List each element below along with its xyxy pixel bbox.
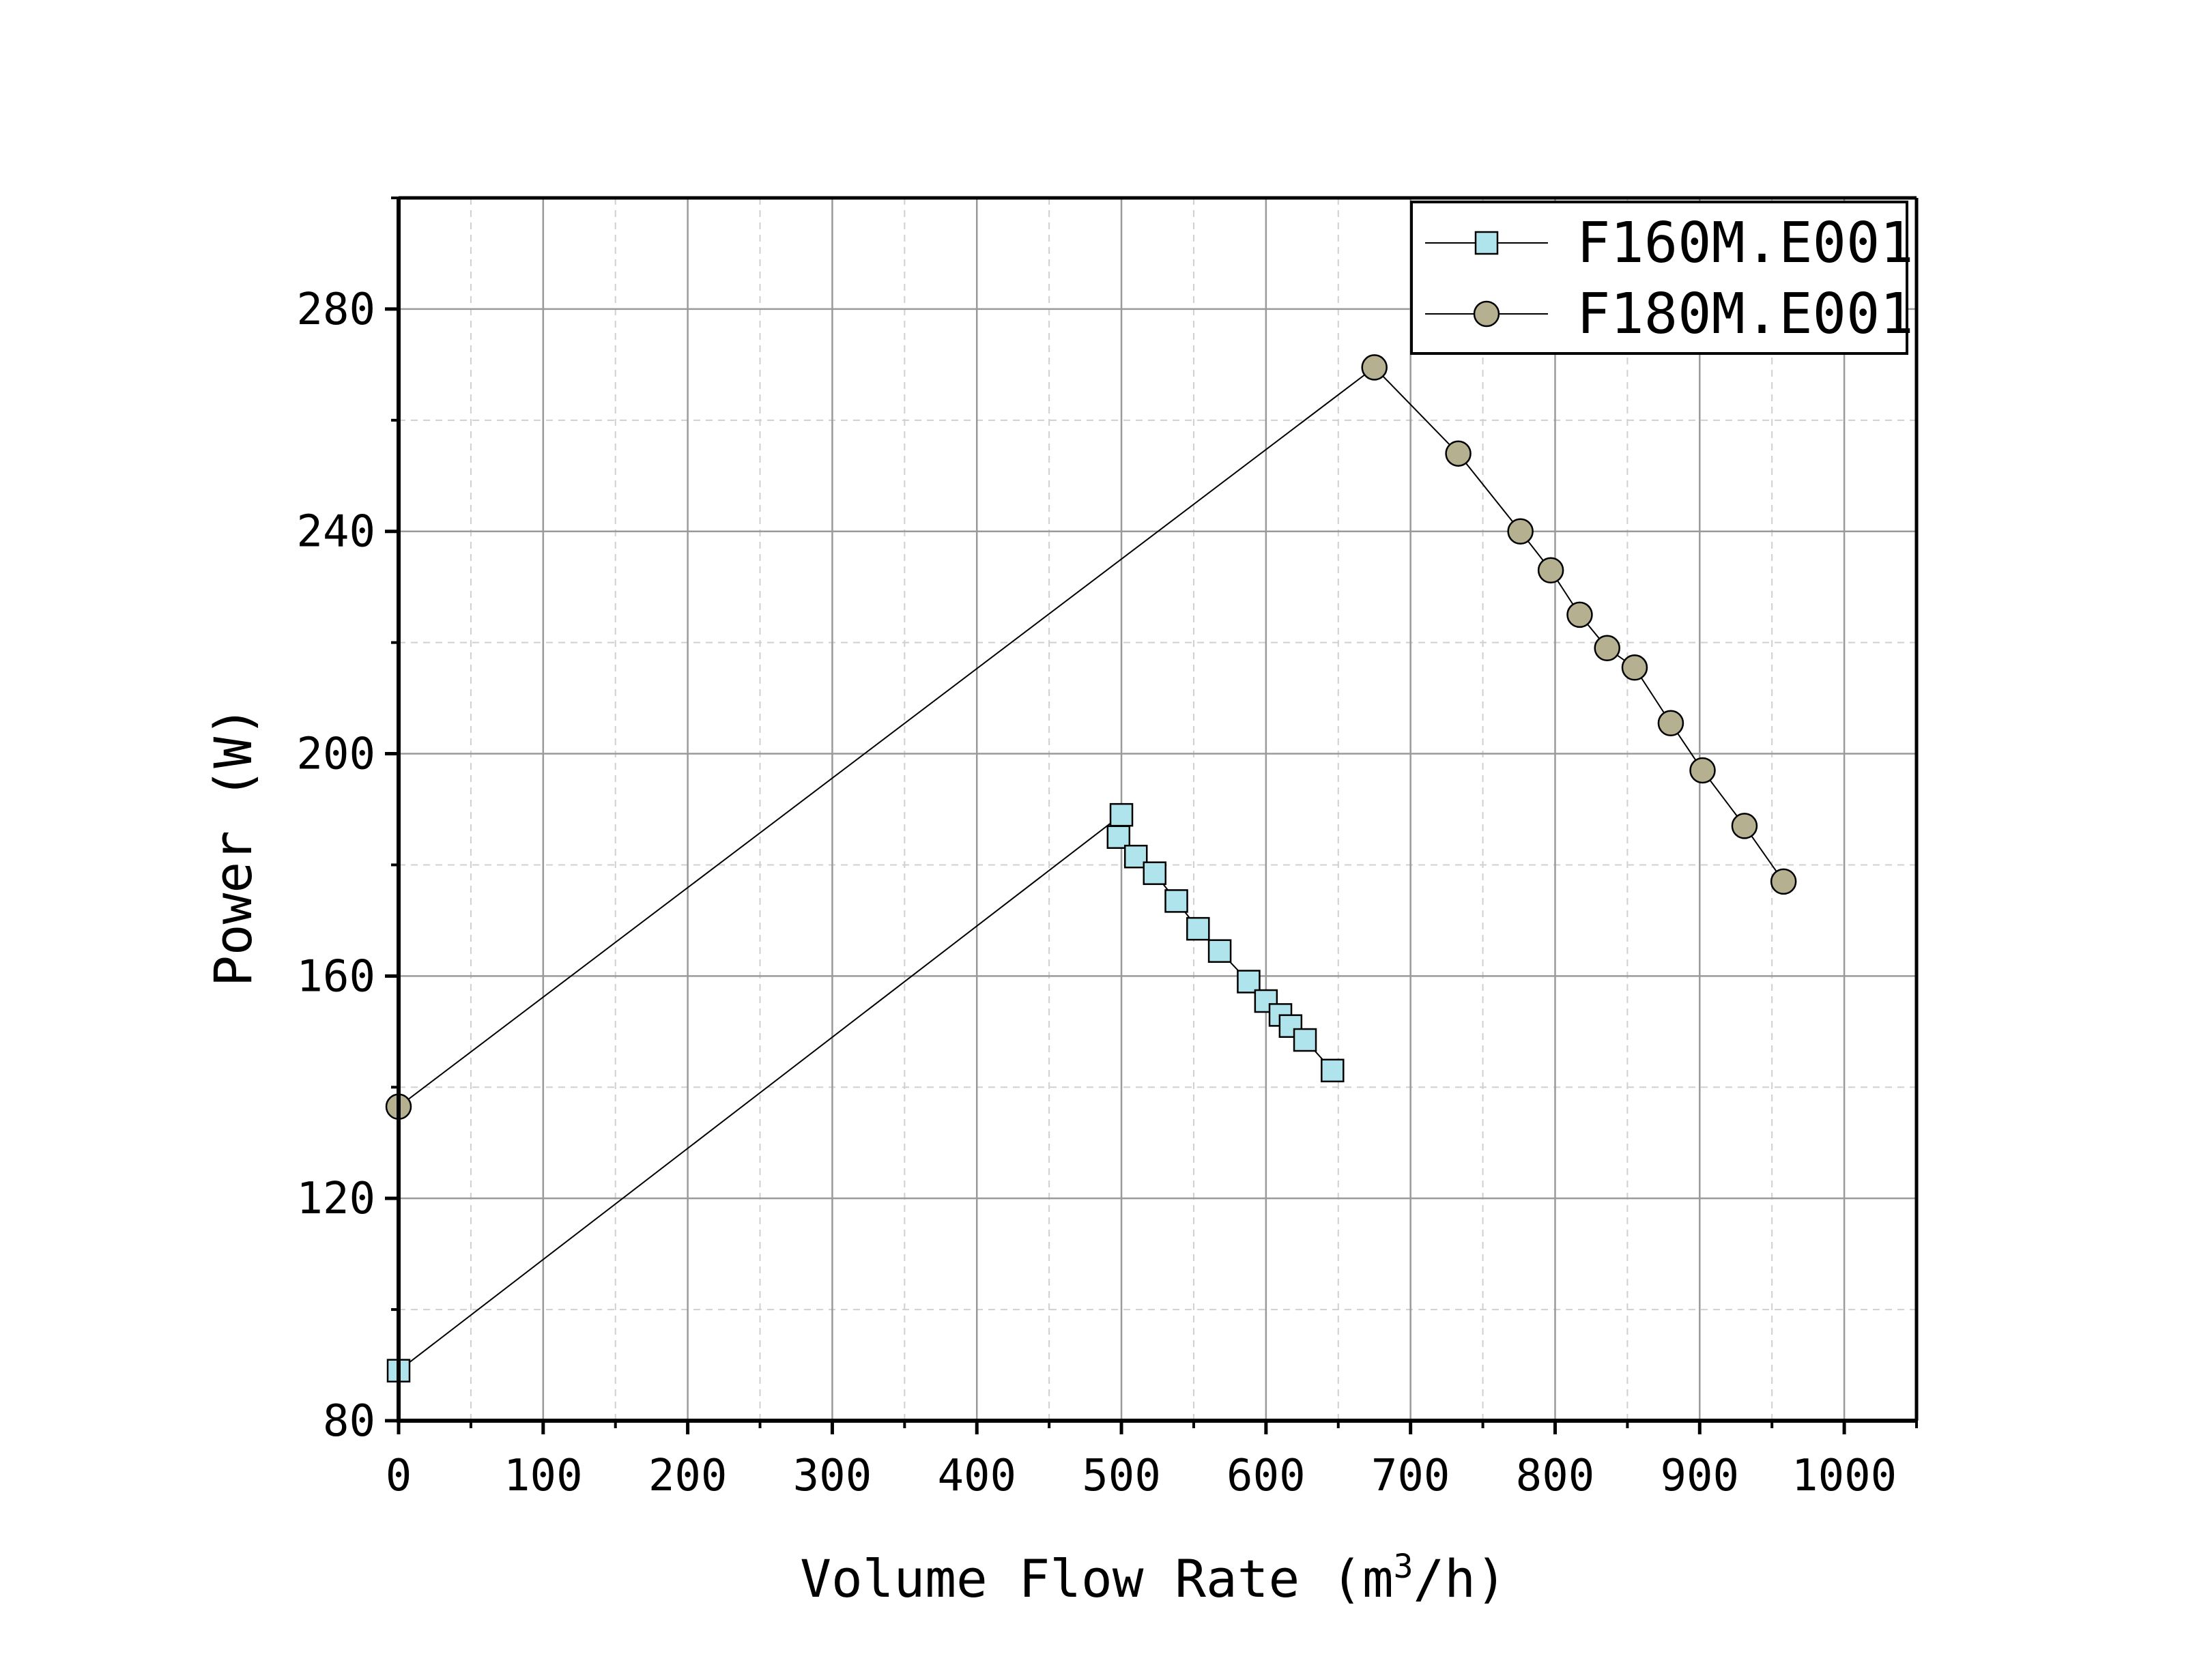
x-tick-label: 300 [793, 1451, 872, 1501]
y-tick-label: 80 [323, 1396, 375, 1447]
data-point [1237, 970, 1261, 994]
legend-marker-circle [1473, 300, 1500, 328]
data-point [1621, 654, 1648, 681]
data-point [1537, 557, 1564, 583]
y-tick-label: 280 [296, 285, 375, 335]
data-point [1109, 802, 1134, 827]
x-tick-label: 700 [1371, 1451, 1450, 1501]
data-point [1321, 1058, 1345, 1083]
data-point [1731, 813, 1758, 839]
x-tick-label: 100 [504, 1451, 583, 1501]
data-point [1123, 844, 1148, 869]
data-point [1445, 440, 1472, 467]
data-point [1293, 1028, 1317, 1052]
data-point [1689, 757, 1716, 784]
data-point [1164, 889, 1188, 913]
series-line-1 [398, 813, 1334, 1372]
axes: 0 100 200 300 400 500 600 700 800 900 1000 80 120 160… [296, 196, 1919, 1501]
data-point [1361, 354, 1388, 381]
data-point [1507, 518, 1534, 545]
data-point [1566, 601, 1593, 628]
legend-box [1410, 201, 1908, 355]
grid [399, 198, 1917, 1421]
y-axis-title: Power (W) [203, 706, 263, 987]
data-point [1770, 868, 1797, 895]
data-point [1143, 861, 1167, 885]
x-tick-label: 600 [1226, 1451, 1306, 1501]
x-tick-label: 1000 [1792, 1451, 1897, 1501]
data-point [1106, 825, 1131, 849]
y-tick-label: 160 [296, 951, 375, 1002]
legend-label: F160M.E001 [1577, 211, 1914, 276]
x-axis-title: Volume Flow Rate (m3/h) [800, 1548, 1507, 1609]
y-tick-label: 120 [296, 1174, 375, 1224]
series [385, 354, 1797, 1382]
legend-marker-square [1474, 231, 1499, 255]
series-line-2 [398, 366, 1784, 1107]
data-point [1207, 939, 1232, 963]
y-tick-label: 200 [296, 729, 375, 780]
x-tick-label: 500 [1082, 1451, 1161, 1501]
data-point [1657, 710, 1684, 736]
x-tick-label: 400 [937, 1451, 1016, 1501]
y-tick-label: 240 [296, 507, 375, 557]
x-tick-label: 200 [648, 1451, 728, 1501]
x-tick-label: 0 [386, 1451, 412, 1501]
data-point [1594, 635, 1620, 662]
legend-label: F180M.E001 [1577, 282, 1914, 347]
x-tick-label: 800 [1516, 1451, 1595, 1501]
data-point [1186, 916, 1210, 941]
x-tick-label: 900 [1660, 1451, 1739, 1501]
